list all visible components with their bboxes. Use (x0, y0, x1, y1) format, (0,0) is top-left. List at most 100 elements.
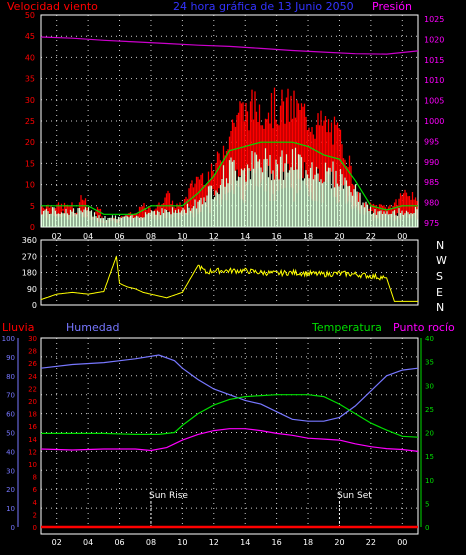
direction-letter: S (436, 270, 443, 283)
sunrise-label: Sun Rise (149, 491, 188, 501)
x-tick-label: 08 (146, 232, 156, 241)
direction-y-tick-label: 360 (22, 236, 37, 245)
x-tick-label: 20 (334, 232, 344, 241)
humidity-y-tick-label: 50 (6, 430, 15, 438)
dewpoint-title: Punto rocío (393, 321, 455, 334)
chart-date-title: 24 hora gráfica de 13 Junio 2050 (173, 0, 354, 13)
humidity-y-tick-label: 20 (6, 486, 15, 494)
direction-letters: N W S E N (436, 239, 447, 314)
wind-y-tick-label: 25 (25, 117, 35, 126)
pressure-title: Presión (372, 0, 412, 13)
direction-y-tick-label: 180 (22, 269, 37, 278)
temperature-title: Temperatura (311, 321, 382, 334)
x-tick-label: 22 (366, 538, 376, 547)
rain-y-tick-label: 14 (28, 436, 37, 444)
pressure-y-tick-label: 990 (424, 158, 439, 167)
humidity-y-tick-label: 60 (6, 411, 15, 419)
x-tick-label: 10 (177, 538, 187, 547)
humidity-panel-frame (40, 337, 419, 535)
rain-y-tick-label: 0 (33, 524, 37, 532)
wind-y-tick-label: 40 (25, 53, 35, 62)
pressure-y-tick-label: 1025 (424, 15, 444, 24)
x-tick-label: 00 (397, 538, 407, 547)
x-tick-label: 08 (146, 538, 156, 547)
humidity-line (40, 354, 419, 422)
temperature-y-tick-label: 40 (425, 335, 434, 343)
humidity-y-tick-label: 30 (6, 467, 15, 475)
temperature-y-tick-label: 35 (425, 359, 434, 367)
humidity-y-tick-label: 0 (11, 524, 15, 532)
x-tick-label: 12 (209, 538, 219, 547)
pressure-y-tick-label: 980 (424, 199, 439, 208)
rain-y-tick-label: 20 (28, 398, 37, 406)
humidity-panel-data (40, 354, 419, 529)
rain-y-tick-label: 12 (28, 448, 37, 456)
wind-y-tick-label: 5 (30, 202, 35, 211)
wind-panel-data (40, 36, 419, 227)
x-tick-label: 18 (303, 232, 313, 241)
temperature-y-tick-label: 15 (425, 453, 434, 461)
rain-y-tick-label: 24 (28, 373, 37, 381)
x-tick-label: 02 (52, 232, 62, 241)
wind-y-tick-label: 0 (30, 223, 35, 232)
pressure-line (40, 36, 419, 55)
sunset-label: Sun Set (337, 491, 372, 501)
x-tick-label: 12 (209, 232, 219, 241)
temperature-y-tick-label: 0 (425, 524, 429, 532)
direction-letter: W (436, 254, 447, 267)
rain-y-tick-label: 26 (28, 360, 37, 368)
temperature-y-tick-label: 20 (425, 430, 434, 438)
direction-letter: N (436, 239, 444, 252)
x-tick-label: 10 (177, 232, 187, 241)
x-tick-label: 06 (114, 232, 124, 241)
humidity-y-tick-label: 40 (6, 448, 15, 456)
dewpoint-line (40, 428, 419, 452)
rain-title: Lluvia (2, 321, 34, 334)
pressure-y-tick-label: 975 (424, 219, 439, 228)
humidity-y-tick-label: 80 (6, 373, 15, 381)
x-tick-label: 06 (114, 538, 124, 547)
rain-y-tick-label: 22 (28, 385, 37, 393)
direction-letter: N (436, 301, 444, 314)
pressure-y-tick-label: 995 (424, 137, 439, 146)
x-tick-label: 16 (272, 538, 282, 547)
direction-y-tick-label: 270 (22, 252, 37, 261)
x-tick-label: 16 (272, 232, 282, 241)
wind-y-tick-label: 45 (25, 32, 35, 41)
humidity-y-tick-label: 10 (6, 505, 15, 513)
pressure-y-tick-label: 1015 (424, 56, 444, 65)
x-tick-label: 02 (52, 538, 62, 547)
direction-panel-grid (41, 240, 418, 305)
wind-direction-line (40, 256, 418, 302)
x-tick-label: 00 (397, 232, 407, 241)
humidity-y-tick-label: 70 (6, 392, 15, 400)
rain-y-tick-label: 28 (28, 348, 37, 356)
temperature-y-tick-label: 30 (425, 382, 434, 390)
axis-labels: 0510152025303540455097598098599099510001… (2, 11, 445, 547)
wind-y-tick-label: 20 (25, 138, 35, 147)
humidity-y-tick-label: 100 (2, 335, 15, 343)
direction-y-tick-label: 90 (27, 285, 37, 294)
avg-wind-line (41, 141, 418, 215)
pressure-y-tick-label: 1005 (424, 97, 444, 106)
wind-panel-grid (41, 15, 418, 227)
wind-speed-title: Velocidad viento (7, 0, 98, 13)
temperature-y-tick-label: 25 (425, 406, 434, 414)
pressure-y-tick-label: 985 (424, 178, 439, 187)
wind-fill-bars (41, 147, 418, 227)
rain-y-tick-label: 10 (28, 461, 37, 469)
x-tick-label: 04 (83, 232, 93, 241)
humidity-panel-grid (41, 338, 418, 527)
rain-y-tick-label: 30 (28, 335, 37, 343)
rain-y-tick-label: 18 (28, 411, 37, 419)
pressure-y-tick-label: 1000 (424, 117, 444, 126)
wind-y-tick-label: 35 (25, 75, 35, 84)
temperature-y-tick-label: 5 (425, 500, 429, 508)
humidity-title: Humedad (66, 321, 119, 334)
direction-letter: E (436, 286, 443, 299)
rain-y-tick-label: 6 (33, 486, 38, 494)
direction-panel-data (40, 256, 418, 302)
rain-y-tick-label: 4 (33, 499, 38, 507)
rain-y-tick-label: 16 (28, 423, 37, 431)
pressure-y-tick-label: 1020 (424, 35, 444, 44)
